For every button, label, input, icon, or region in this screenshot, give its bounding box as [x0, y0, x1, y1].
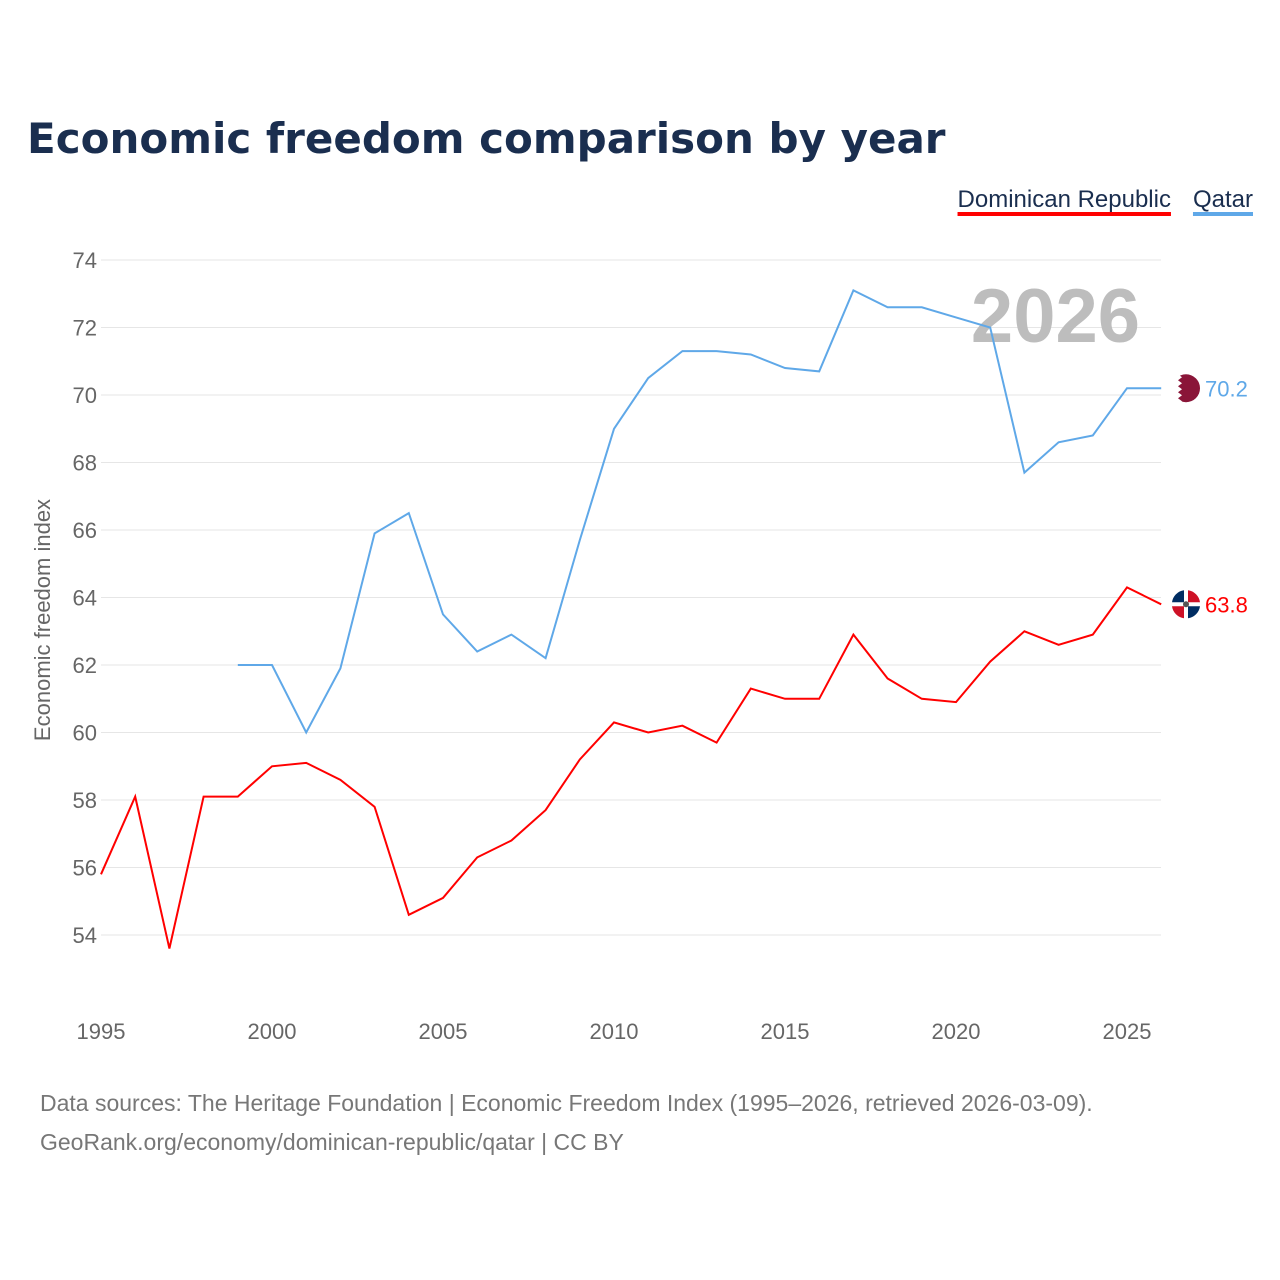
x-tick-label: 2020: [932, 1019, 981, 1044]
x-tick-label: 2005: [419, 1019, 468, 1044]
y-axis-label: Economic freedom index: [30, 499, 55, 741]
data-point: [749, 687, 753, 691]
legend-item-qatar[interactable]: Qatar: [1193, 186, 1253, 213]
data-point: [133, 795, 137, 799]
data-point: [407, 511, 411, 515]
data-point: [612, 427, 616, 431]
y-tick-label: 72: [73, 316, 97, 341]
y-tick-label: 64: [73, 586, 97, 611]
y-tick-label: 56: [73, 856, 97, 881]
y-tick-label: 66: [73, 518, 97, 543]
data-point: [509, 839, 513, 843]
data-point: [373, 531, 377, 535]
data-point: [270, 764, 274, 768]
data-point: [304, 731, 308, 735]
data-point: [1159, 386, 1163, 390]
grid: [101, 259, 1161, 936]
series-lines: 63.8 70.2: [99, 288, 1248, 951]
x-tick-label: 2025: [1103, 1019, 1152, 1044]
data-point: [817, 369, 821, 373]
x-tick-label: 2010: [590, 1019, 639, 1044]
data-point: [886, 305, 890, 309]
y-tick-label: 70: [73, 383, 97, 408]
data-point: [715, 349, 719, 353]
data-point: [441, 896, 445, 900]
y-tick-label: 68: [73, 451, 97, 476]
qatar-flag-icon: [1172, 374, 1200, 405]
legend-swatch: [1192, 212, 1253, 216]
y-axis: 54 56 58 60 62 64 66 68 70 72 74: [73, 248, 97, 948]
data-point: [544, 656, 548, 660]
data-point: [954, 315, 958, 319]
data-point: [99, 872, 103, 876]
data-point: [304, 761, 308, 765]
data-point: [783, 697, 787, 701]
data-point: [544, 808, 548, 812]
series-line-qatar: [237, 289, 1162, 735]
footer-link[interactable]: GeoRank.org/economy/dominican-republic/q…: [40, 1129, 624, 1155]
year-watermark: 2026: [971, 274, 1140, 359]
data-point: [954, 700, 958, 704]
data-point: [441, 612, 445, 616]
data-point: [612, 720, 616, 724]
data-point: [509, 633, 513, 637]
data-point: [749, 353, 753, 357]
data-point: [270, 663, 274, 667]
data-point: [338, 666, 342, 670]
legend-item-dominican-republic[interactable]: Dominican Republic: [958, 186, 1171, 213]
data-point: [988, 660, 992, 664]
data-point: [475, 855, 479, 859]
data-point: [202, 795, 206, 799]
footer-sources: Data sources: The Heritage Foundation | …: [40, 1090, 1093, 1116]
y-tick-label: 62: [73, 653, 97, 678]
data-point: [886, 677, 890, 681]
data-point: [646, 376, 650, 380]
x-tick-label: 2000: [248, 1019, 297, 1044]
data-point: [920, 305, 924, 309]
x-tick-label: 2015: [761, 1019, 810, 1044]
data-point: [236, 663, 240, 667]
dominican-republic-flag-icon: [1172, 590, 1200, 619]
data-point: [851, 633, 855, 637]
data-point: [680, 349, 684, 353]
chart-title: Economic freedom comparison by year: [27, 114, 946, 163]
data-point: [1022, 629, 1026, 633]
data-point: [1091, 633, 1095, 637]
y-tick-label: 54: [73, 923, 97, 948]
data-point: [851, 288, 855, 292]
y-tick-label: 58: [73, 788, 97, 813]
data-point: [338, 778, 342, 782]
series-line-dominican-republic: [100, 586, 1162, 949]
data-point: [373, 805, 377, 809]
data-point: [1125, 386, 1129, 390]
data-point: [646, 731, 650, 735]
data-point: [1022, 471, 1026, 475]
data-point: [1159, 602, 1163, 606]
x-tick-label: 1995: [77, 1019, 126, 1044]
legend-swatch: [957, 212, 1171, 216]
data-point: [817, 697, 821, 701]
data-point: [407, 913, 411, 917]
data-point: [1057, 440, 1061, 444]
end-value-label: 70.2: [1205, 376, 1248, 401]
data-point: [236, 795, 240, 799]
data-point: [1057, 643, 1061, 647]
data-point: [1125, 585, 1129, 589]
data-point: [578, 538, 582, 542]
data-point: [783, 366, 787, 370]
data-point: [715, 741, 719, 745]
y-tick-label: 60: [73, 721, 97, 746]
data-point: [988, 326, 992, 330]
x-axis: 1995 2000 2005 2010 2015 2020 2025: [77, 1019, 1152, 1044]
data-point: [1091, 434, 1095, 438]
data-point: [680, 724, 684, 728]
legend: Qatar Dominican Republic: [957, 186, 1253, 216]
y-tick-label: 74: [73, 248, 97, 273]
data-point: [167, 947, 171, 951]
data-point: [578, 758, 582, 762]
data-point: [475, 650, 479, 654]
end-value-label: 63.8: [1205, 592, 1248, 617]
data-point: [920, 697, 924, 701]
